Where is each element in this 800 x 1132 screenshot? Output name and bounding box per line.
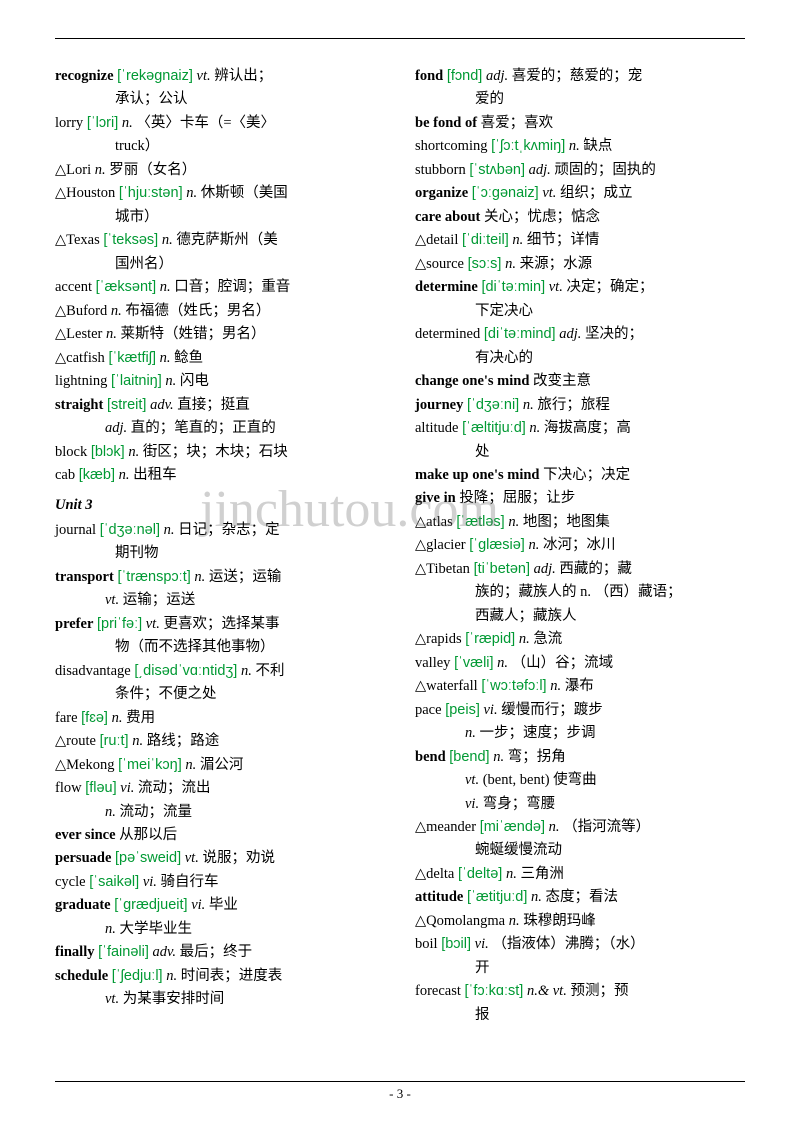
vocab-entry: △Buford n. 布福德（姓氏；男名）: [55, 300, 385, 322]
vocab-entry: journal [ˈdʒəːnəl] n. 日记；杂志；定: [55, 519, 385, 541]
top-border: [55, 38, 745, 39]
vocab-entry: △Houston [ˈhjuːstən] n. 休斯顿（美国: [55, 182, 385, 204]
vocab-continuation: 国州名）: [55, 253, 385, 275]
vocab-continuation: 物（而不选择其他事物）: [55, 636, 385, 658]
vocab-entry: ever since 从那以后: [55, 824, 385, 846]
vocab-entry: be fond of 喜爱；喜欢: [415, 112, 745, 134]
vocab-entry: transport [ˈtrænspɔːt] n. 运送；运输: [55, 566, 385, 588]
vocab-entry: straight [streit] adv. 直接；挺直: [55, 394, 385, 416]
vocab-entry: △delta [ˈdeltə] n. 三角洲: [415, 863, 745, 885]
vocab-continuation: 西藏人；藏族人: [415, 605, 745, 627]
vocab-entry: disadvantage [͵disədˈvɑːntidʒ] n. 不利: [55, 660, 385, 682]
vocab-entry: △catfish [ˈkætfiʃ] n. 鲶鱼: [55, 347, 385, 369]
vocab-entry: bend [bend] n. 弯；拐角: [415, 746, 745, 768]
vocab-extra: vt. 为某事安排时间: [55, 988, 385, 1010]
vocab-entry: organize [ˈɔːgənaiz] vt. 组织；成立: [415, 182, 745, 204]
vocab-entry: recognize [ˈrekəgnaiz] vt. 辨认出；: [55, 65, 385, 87]
vocab-entry: attitude [ˈætitjuːd] n. 态度；看法: [415, 886, 745, 908]
left-column: recognize [ˈrekəgnaiz] vt. 辨认出；承认；公认lorr…: [55, 65, 385, 1027]
vocab-entry: shortcoming [ˈʃɔːtˌkʌmiŋ] n. 缺点: [415, 135, 745, 157]
vocab-entry: block [blɔk] n. 街区；块；木块；石块: [55, 441, 385, 463]
vocab-entry: △Mekong [ˈmeiˈkɔŋ] n. 湄公河: [55, 754, 385, 776]
vocab-continuation: 开: [415, 957, 745, 979]
content-columns: recognize [ˈrekəgnaiz] vt. 辨认出；承认；公认lorr…: [55, 50, 745, 1027]
vocab-entry: lightning [ˈlaitniŋ] n. 闪电: [55, 370, 385, 392]
vocab-entry: change one's mind 改变主意: [415, 370, 745, 392]
vocab-entry: △glacier [ˈglæsiə] n. 冰河；冰川: [415, 534, 745, 556]
vocab-entry: △Lester n. 莱斯特（姓错；男名）: [55, 323, 385, 345]
vocab-entry: △route [ruːt] n. 路线；路途: [55, 730, 385, 752]
vocab-entry: persuade [pəˈsweid] vt. 说服；劝说: [55, 847, 385, 869]
vocab-entry: forecast [ˈfɔːkɑːst] n.& vt. 预测；预: [415, 980, 745, 1002]
vocab-entry: graduate [ˈgrædjueit] vi. 毕业: [55, 894, 385, 916]
vocab-entry: △meander [miˈændə] n. （指河流等）: [415, 816, 745, 838]
vocab-entry: valley [ˈvæli] n. （山）谷；流域: [415, 652, 745, 674]
vocab-entry: flow [fləu] vi. 流动；流出: [55, 777, 385, 799]
vocab-continuation: 期刊物: [55, 542, 385, 564]
vocab-entry: △rapids [ˈræpid] n. 急流: [415, 628, 745, 650]
vocab-entry: △detail [ˈdiːteil] n. 细节；详情: [415, 229, 745, 251]
vocab-entry: determined [diˈtəːmind] adj. 坚决的；: [415, 323, 745, 345]
vocab-entry: △Lori n. 罗丽（女名）: [55, 159, 385, 181]
vocab-extra: n. 流动；流量: [55, 801, 385, 823]
vocab-entry: give in 投降；屈服；让步: [415, 487, 745, 509]
vocab-entry: prefer [priˈfəː] vt. 更喜欢；选择某事: [55, 613, 385, 635]
vocab-entry: pace [peis] vi. 缓慢而行；踱步: [415, 699, 745, 721]
vocab-extra: n. 大学毕业生: [55, 918, 385, 940]
vocab-entry: journey [ˈdʒəːni] n. 旅行；旅程: [415, 394, 745, 416]
vocab-entry: △Texas [ˈteksəs] n. 德克萨斯州（美: [55, 229, 385, 251]
vocab-continuation: 报: [415, 1004, 745, 1026]
vocab-entry: △waterfall [ˈwɔːtəfɔːl] n. 瀑布: [415, 675, 745, 697]
vocab-entry: △source [sɔːs] n. 来源；水源: [415, 253, 745, 275]
vocab-entry: cab [kæb] n. 出租车: [55, 464, 385, 486]
vocab-entry: △Qomolangma n. 珠穆朗玛峰: [415, 910, 745, 932]
vocab-entry: schedule [ˈʃedjuːl] n. 时间表；进度表: [55, 965, 385, 987]
vocab-entry: fond [fɔnd] adj. 喜爱的；慈爱的；宠: [415, 65, 745, 87]
vocab-continuation: 有决心的: [415, 347, 745, 369]
vocab-entry: cycle [ˈsaikəl] vi. 骑自行车: [55, 871, 385, 893]
vocab-continuation: 族的；藏族人的 n. （西）藏语；: [415, 581, 745, 603]
vocab-entry: boil [bɔil] vi. （指液体）沸腾；（水）: [415, 933, 745, 955]
vocab-continuation: 条件；不便之处: [55, 683, 385, 705]
vocab-continuation: 下定决心: [415, 300, 745, 322]
vocab-extra: n. 一步；速度；步调: [415, 722, 745, 744]
vocab-extra: vt. (bent, bent) 使弯曲: [415, 769, 745, 791]
vocab-entry: △atlas [ˈætləs] n. 地图；地图集: [415, 511, 745, 533]
vocab-continuation: 处: [415, 441, 745, 463]
vocab-entry: altitude [ˈæltitjuːd] n. 海拔高度；高: [415, 417, 745, 439]
vocab-continuation: 承认；公认: [55, 88, 385, 110]
unit-heading: Unit 3: [55, 494, 385, 516]
vocab-entry: determine [diˈtəːmin] vt. 决定；确定；: [415, 276, 745, 298]
footer-line: [55, 1081, 745, 1082]
vocab-entry: finally [ˈfainəli] adv. 最后；终于: [55, 941, 385, 963]
vocab-continuation: 爱的: [415, 88, 745, 110]
right-column: fond [fɔnd] adj. 喜爱的；慈爱的；宠爱的be fond of 喜…: [415, 65, 745, 1027]
vocab-extra: vi. 弯身；弯腰: [415, 793, 745, 815]
vocab-entry: make up one's mind 下决心；决定: [415, 464, 745, 486]
vocab-entry: care about 关心；忧虑；惦念: [415, 206, 745, 228]
vocab-continuation: truck）: [55, 135, 385, 157]
page-number: - 3 -: [0, 1086, 800, 1102]
page-container: jinchutou.com recognize [ˈrekəgnaiz] vt.…: [0, 0, 800, 1132]
vocab-entry: stubborn [ˈstʌbən] adj. 顽固的；固执的: [415, 159, 745, 181]
vocab-extra: vt. 运输；运送: [55, 589, 385, 611]
vocab-extra: adj. 直的；笔直的；正直的: [55, 417, 385, 439]
vocab-continuation: 城市）: [55, 206, 385, 228]
vocab-entry: lorry [ˈlɔri] n. 〈英〉卡车（=〈美〉: [55, 112, 385, 134]
vocab-entry: △Tibetan [tiˈbetən] adj. 西藏的；藏: [415, 558, 745, 580]
vocab-entry: accent [ˈæksənt] n. 口音；腔调；重音: [55, 276, 385, 298]
vocab-entry: fare [fɛə] n. 费用: [55, 707, 385, 729]
vocab-continuation: 蜿蜒缓慢流动: [415, 839, 745, 861]
